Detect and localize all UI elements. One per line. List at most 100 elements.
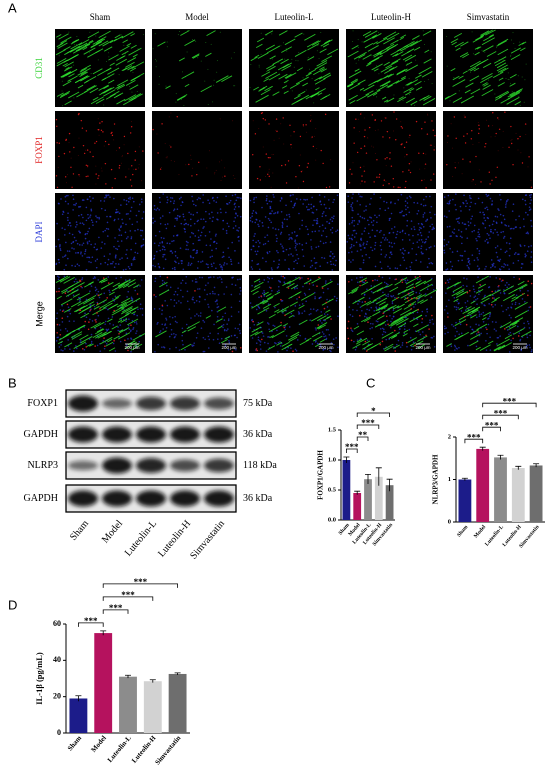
signal-dot bbox=[473, 224, 476, 227]
signal-dot bbox=[473, 259, 476, 262]
signal-dot bbox=[348, 259, 350, 261]
signal-dot bbox=[443, 327, 446, 330]
signal-dot bbox=[301, 244, 304, 246]
signal-dot bbox=[510, 339, 512, 342]
signal-dot bbox=[152, 128, 154, 131]
signal-dot bbox=[396, 233, 398, 236]
signal-dot bbox=[429, 211, 431, 214]
signal-dot bbox=[130, 185, 133, 187]
signal-streak bbox=[158, 289, 170, 296]
signal-dot bbox=[461, 236, 463, 239]
signal-streak bbox=[92, 96, 99, 101]
signal-streak bbox=[255, 94, 269, 103]
signal-dot bbox=[209, 217, 211, 220]
signal-streak bbox=[422, 98, 436, 106]
signal-streak bbox=[393, 344, 400, 349]
signal-dot bbox=[181, 98, 183, 100]
signal-dot bbox=[476, 297, 479, 300]
signal-dot bbox=[64, 234, 66, 236]
signal-dot bbox=[255, 253, 258, 256]
signal-dot bbox=[352, 40, 354, 42]
signal-dot bbox=[180, 282, 182, 284]
signal-dot bbox=[395, 343, 398, 346]
signal-dot bbox=[332, 201, 334, 204]
signal-streak bbox=[390, 39, 399, 45]
signal-dot bbox=[129, 179, 132, 181]
signal-dot bbox=[320, 203, 323, 206]
signal-dot bbox=[66, 330, 69, 332]
signal-dot bbox=[275, 234, 278, 236]
signal-dot bbox=[252, 120, 254, 122]
signal-dot bbox=[360, 112, 362, 114]
signal-dot bbox=[432, 289, 435, 291]
signal-dot bbox=[395, 236, 397, 239]
signal-dot bbox=[249, 217, 252, 219]
signal-dot bbox=[225, 211, 227, 214]
significance-label: *** bbox=[494, 408, 508, 418]
signal-dot bbox=[429, 195, 431, 198]
signal-dot bbox=[254, 133, 257, 135]
signal-dot bbox=[443, 215, 446, 218]
signal-dot bbox=[460, 310, 463, 312]
signal-dot bbox=[105, 342, 108, 345]
signal-streak bbox=[92, 68, 103, 75]
row-label: FOXP1 bbox=[34, 136, 44, 164]
signal-dot bbox=[296, 234, 299, 237]
signal-dot bbox=[511, 210, 514, 212]
signal-streak bbox=[405, 276, 419, 285]
signal-dot bbox=[198, 295, 201, 298]
signal-streak bbox=[327, 48, 339, 56]
signal-dot bbox=[85, 298, 88, 301]
signal-streak bbox=[71, 282, 85, 290]
signal-dot bbox=[391, 302, 394, 305]
signal-streak bbox=[282, 85, 288, 89]
signal-streak bbox=[480, 297, 490, 304]
signal-dot bbox=[58, 346, 61, 348]
signal-dot bbox=[113, 245, 115, 248]
signal-dot bbox=[168, 242, 171, 245]
signal-streak bbox=[307, 43, 320, 51]
signal-dot bbox=[419, 261, 422, 263]
signal-streak bbox=[114, 34, 121, 39]
signal-dot bbox=[201, 260, 204, 262]
signal-dot bbox=[207, 199, 209, 202]
signal-dot bbox=[365, 253, 367, 256]
signal-dot bbox=[530, 245, 533, 247]
signal-dot bbox=[176, 234, 179, 236]
signal-dot bbox=[222, 219, 224, 222]
signal-dot bbox=[361, 41, 363, 43]
signal-dot bbox=[526, 231, 529, 234]
signal-dot bbox=[329, 229, 332, 231]
signal-dot bbox=[428, 328, 430, 330]
signal-streak bbox=[508, 324, 517, 330]
signal-dot bbox=[104, 196, 106, 199]
signal-dot bbox=[382, 136, 384, 138]
signal-dot bbox=[213, 173, 215, 175]
signal-dot bbox=[61, 213, 64, 216]
signal-streak bbox=[281, 65, 292, 72]
signal-dot bbox=[358, 221, 361, 223]
signal-dot bbox=[82, 216, 84, 219]
signal-streak bbox=[366, 62, 372, 67]
signal-dot bbox=[376, 221, 378, 224]
signal-streak bbox=[373, 68, 379, 72]
signal-dot bbox=[402, 99, 404, 101]
signal-dot bbox=[88, 195, 91, 198]
signal-dot bbox=[57, 238, 60, 241]
signal-dot bbox=[262, 335, 265, 337]
signal-dot bbox=[72, 209, 74, 211]
signal-dot bbox=[381, 327, 384, 330]
signal-streak bbox=[373, 293, 386, 302]
signal-streak bbox=[514, 320, 520, 324]
signal-streak bbox=[401, 68, 408, 73]
signal-dot bbox=[56, 275, 59, 277]
signal-dot bbox=[296, 253, 298, 256]
signal-dot bbox=[273, 154, 275, 156]
signal-dot bbox=[200, 231, 203, 234]
signal-dot bbox=[122, 155, 124, 157]
signal-dot bbox=[500, 280, 503, 282]
signal-dot bbox=[367, 232, 370, 235]
signal-dot bbox=[282, 250, 285, 253]
signal-dot bbox=[104, 345, 106, 348]
signal-dot bbox=[238, 240, 240, 242]
